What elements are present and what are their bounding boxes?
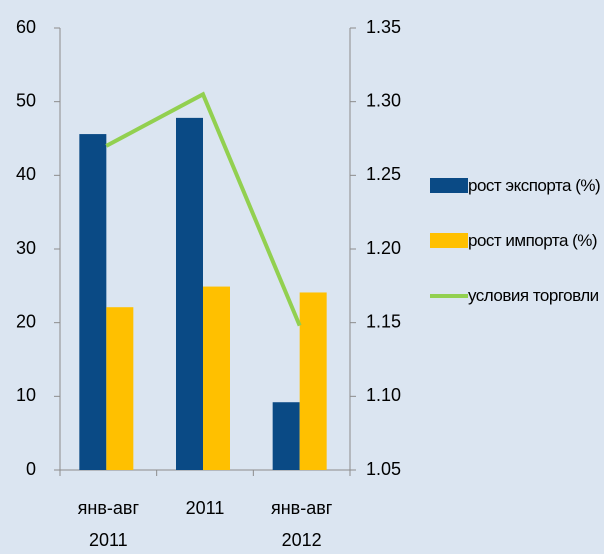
- legend-label: рост импорта (%): [468, 231, 598, 250]
- bar: [106, 307, 134, 470]
- x-tick-label: 2011: [185, 498, 225, 518]
- x-tick-label: янв-авг 2012: [270, 498, 333, 550]
- y2-tick-label: 1.25: [366, 164, 401, 184]
- y-tick-label: 20: [16, 311, 36, 331]
- legend-item: рост импорта (%): [430, 223, 604, 258]
- legend-label: рост экспорта (%): [468, 176, 601, 195]
- y2-tick-label: 1.15: [366, 311, 401, 331]
- line-series: [105, 91, 302, 327]
- y-tick-label: 40: [16, 164, 36, 184]
- legend-item: условия торговли: [430, 278, 604, 313]
- legend-swatch: [430, 178, 468, 193]
- legend: рост экспорта (%) рост импорта (%) условия…: [430, 168, 604, 333]
- legend-swatch: [430, 294, 468, 298]
- y2-tick-label: 1.20: [366, 238, 401, 258]
- legend-item: рост экспорта (%): [430, 168, 604, 203]
- y2-tick-label: 1.05: [366, 459, 401, 479]
- bar: [272, 402, 300, 470]
- y2-tick-label: 1.30: [366, 90, 401, 110]
- legend-swatch: [430, 233, 468, 248]
- bar: [203, 286, 230, 470]
- y-tick-label: 60: [16, 17, 36, 37]
- y-tick-label: 10: [16, 385, 36, 405]
- y-tick-label: 0: [26, 459, 36, 479]
- y2-tick-label: 1.10: [366, 385, 401, 405]
- x-tick-label: янв-авг 2011: [77, 498, 140, 550]
- bar: [299, 292, 327, 470]
- y-tick-label: 50: [16, 90, 36, 110]
- legend-label: условия торговли: [468, 286, 599, 305]
- y2-tick-label: 1.35: [366, 17, 401, 37]
- bar: [176, 117, 203, 470]
- y-tick-label: 30: [16, 238, 36, 258]
- bar: [79, 134, 107, 470]
